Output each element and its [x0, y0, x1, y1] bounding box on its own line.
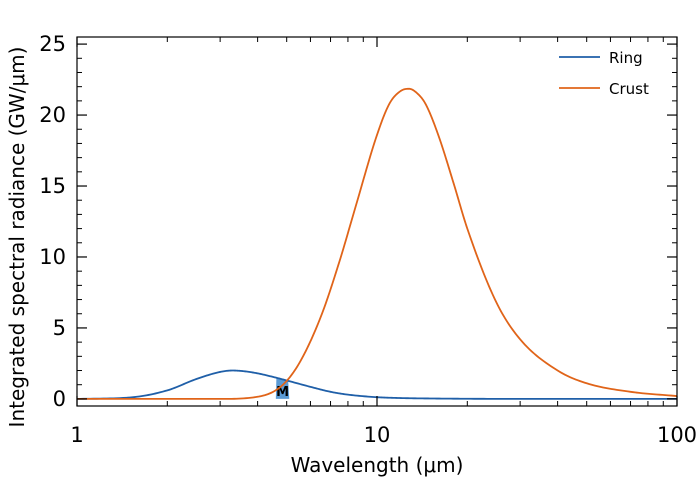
- series-layer: [76, 87, 678, 400]
- y-axis-label: Integrated spectral radiance (GW/μm): [5, 47, 29, 428]
- tick-label-layer: 1 10 100 0 5 10 15 20 25: [39, 32, 697, 447]
- tick-layer: [76, 37, 678, 406]
- y-tick-label: 0: [53, 387, 66, 411]
- y-tick-label: 10: [39, 245, 66, 269]
- y-tick-label: 15: [39, 174, 66, 198]
- legend: Ring Crust: [559, 49, 649, 98]
- y-tick-label: 25: [39, 32, 66, 56]
- x-tick-label: 1: [70, 423, 83, 447]
- x-tick-label: 10: [364, 423, 391, 447]
- y-tick-label: 5: [53, 316, 66, 340]
- m-band-label: M: [276, 385, 289, 400]
- x-axis-label: Wavelength (μm): [291, 453, 464, 477]
- plot-frame: [76, 36, 678, 407]
- series-line-ring: [76, 369, 677, 400]
- legend-label-crust: Crust: [609, 80, 649, 98]
- series-line-crust: [77, 87, 678, 400]
- legend-label-ring: Ring: [609, 49, 643, 67]
- x-tick-label: 100: [657, 423, 697, 447]
- y-tick-label: 20: [39, 103, 66, 127]
